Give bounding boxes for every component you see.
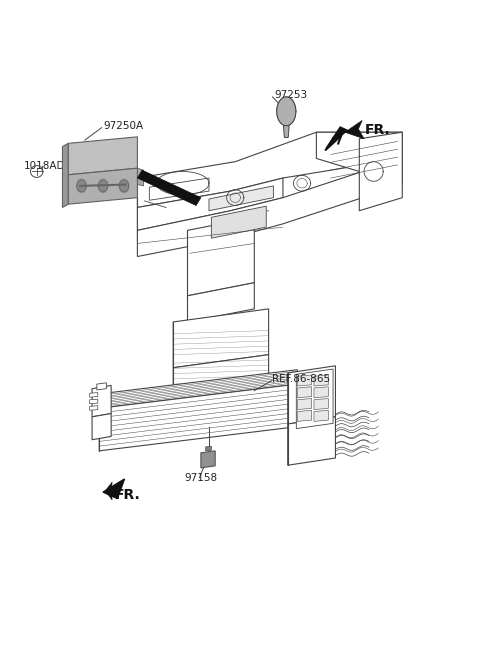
Polygon shape: [90, 393, 98, 397]
Polygon shape: [137, 170, 201, 206]
Polygon shape: [297, 399, 312, 409]
Polygon shape: [296, 369, 333, 428]
Polygon shape: [90, 406, 98, 410]
Polygon shape: [205, 446, 211, 451]
Polygon shape: [345, 120, 364, 139]
Text: ___: ___: [100, 177, 108, 182]
Polygon shape: [99, 384, 297, 451]
Polygon shape: [211, 206, 266, 238]
Text: REF.86-865: REF.86-865: [273, 374, 331, 384]
Polygon shape: [92, 413, 111, 440]
Polygon shape: [297, 375, 312, 386]
Polygon shape: [137, 132, 402, 208]
Polygon shape: [201, 451, 215, 468]
Text: 97158: 97158: [184, 472, 217, 483]
Polygon shape: [137, 178, 283, 231]
Polygon shape: [106, 482, 112, 500]
Polygon shape: [173, 355, 269, 397]
Polygon shape: [188, 283, 254, 322]
Polygon shape: [314, 375, 328, 386]
Polygon shape: [99, 370, 297, 408]
Polygon shape: [209, 186, 274, 211]
Polygon shape: [277, 97, 296, 125]
Polygon shape: [90, 399, 98, 404]
Polygon shape: [188, 217, 254, 296]
Polygon shape: [97, 383, 107, 390]
Polygon shape: [288, 417, 336, 465]
Polygon shape: [288, 366, 336, 424]
Polygon shape: [62, 143, 68, 208]
Polygon shape: [297, 410, 312, 421]
Text: FR.: FR.: [365, 124, 391, 137]
Polygon shape: [326, 127, 348, 148]
Text: 1018AD: 1018AD: [24, 161, 66, 171]
Polygon shape: [314, 399, 328, 409]
Polygon shape: [137, 168, 144, 186]
Polygon shape: [283, 125, 289, 137]
Circle shape: [119, 179, 129, 193]
Polygon shape: [173, 309, 269, 368]
Polygon shape: [137, 158, 402, 256]
Polygon shape: [68, 137, 137, 175]
Circle shape: [77, 179, 86, 193]
Polygon shape: [316, 132, 402, 185]
Polygon shape: [314, 410, 328, 421]
Polygon shape: [103, 479, 124, 499]
Text: 97253: 97253: [275, 90, 308, 100]
Circle shape: [98, 179, 108, 193]
Polygon shape: [68, 168, 137, 204]
Polygon shape: [314, 387, 328, 398]
Polygon shape: [149, 178, 209, 200]
Text: FR.: FR.: [115, 488, 141, 503]
Polygon shape: [297, 387, 312, 398]
Polygon shape: [360, 132, 402, 211]
Polygon shape: [92, 386, 111, 417]
Text: 97250A: 97250A: [104, 121, 144, 131]
